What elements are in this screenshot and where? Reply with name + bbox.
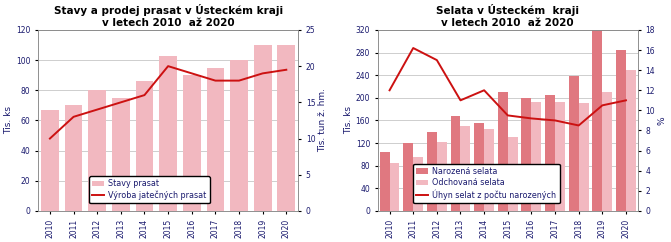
Bar — [498, 92, 508, 211]
Bar — [450, 116, 460, 211]
Bar — [64, 105, 83, 211]
Bar — [545, 95, 555, 211]
Bar — [508, 137, 518, 211]
Legend: Narozená selata, Odchovaná selata, Úhyn selat z počtu narozených: Narozená selata, Odchovaná selata, Úhyn … — [413, 164, 560, 203]
Bar — [230, 60, 248, 211]
Bar — [521, 98, 531, 211]
Bar — [183, 75, 201, 211]
Bar — [159, 56, 177, 211]
Bar — [254, 45, 272, 211]
Bar — [603, 92, 612, 211]
Bar — [380, 151, 390, 211]
Y-axis label: Tis. ks: Tis. ks — [4, 106, 13, 135]
Y-axis label: %: % — [658, 116, 667, 125]
Title: Selata v Ústeckém  kraji
v letech 2010  až 2020: Selata v Ústeckém kraji v letech 2010 až… — [436, 4, 579, 28]
Bar — [89, 90, 106, 211]
Bar — [592, 30, 603, 211]
Bar — [207, 68, 224, 211]
Bar — [531, 102, 541, 211]
Bar — [277, 45, 295, 211]
Bar — [413, 157, 423, 211]
Bar — [569, 76, 578, 211]
Bar — [403, 143, 413, 211]
Bar — [427, 132, 437, 211]
Bar — [626, 69, 636, 211]
Legend: Stavy prasat, Výroba jatečných prasat: Stavy prasat, Výroba jatečných prasat — [89, 176, 210, 203]
Title: Stavy a prodej prasat v Ústeckém kraji
v letech 2010  až 2020: Stavy a prodej prasat v Ústeckém kraji v… — [54, 4, 282, 28]
Bar — [578, 104, 588, 211]
Bar — [555, 102, 565, 211]
Bar — [484, 129, 494, 211]
Bar — [616, 50, 626, 211]
Y-axis label: Tis. tun ž. hm.: Tis. tun ž. hm. — [318, 88, 327, 152]
Y-axis label: Tis. ks: Tis. ks — [344, 106, 353, 135]
Bar — [474, 123, 484, 211]
Bar — [390, 163, 399, 211]
Bar — [460, 126, 470, 211]
Bar — [437, 142, 447, 211]
Bar — [112, 98, 130, 211]
Bar — [136, 81, 154, 211]
Bar — [41, 110, 59, 211]
